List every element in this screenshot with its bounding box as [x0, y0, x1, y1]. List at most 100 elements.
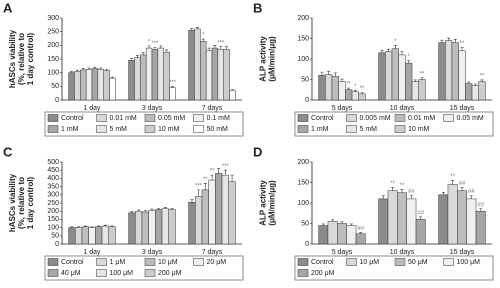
legend-swatch: [96, 258, 107, 266]
bar: [405, 62, 413, 101]
significance-label: ***: [217, 40, 225, 46]
error-bar: [400, 51, 404, 55]
error-bar: [201, 38, 205, 42]
error-bar: [195, 26, 199, 29]
y-tick-label: 250: [47, 200, 59, 207]
bar: [140, 54, 147, 101]
y-axis-label: (μM/min/μg): [268, 180, 277, 226]
bar: [163, 51, 170, 101]
legend-label: Control: [61, 259, 84, 266]
bar: [141, 211, 149, 245]
error-bar: [340, 221, 344, 224]
significance-label: **: [480, 73, 485, 79]
y-axis-label: (%, relative to: [17, 177, 26, 229]
legend-swatch: [144, 258, 156, 266]
x-tick-label: 10 days: [390, 105, 415, 112]
legend-swatch: [96, 269, 107, 277]
bar: [397, 192, 407, 245]
error-bar: [153, 46, 157, 50]
error-bar: [70, 71, 74, 73]
error-bar: [213, 45, 217, 49]
legend-label: 0.01 mM: [110, 115, 137, 122]
bar: [217, 49, 224, 101]
significance-label: ##: [468, 189, 475, 195]
legend-swatch: [297, 258, 309, 266]
legend-swatch: [193, 258, 204, 266]
significance-label: ##: [408, 189, 415, 195]
error-bar: [81, 68, 85, 70]
error-bar: [137, 209, 141, 212]
error-bar: [130, 211, 134, 213]
bar: [345, 89, 353, 101]
legend-label: 50 μM: [408, 259, 428, 266]
significance-label: **: [203, 177, 208, 183]
panel-label: B: [253, 0, 262, 15]
error-bar: [391, 187, 395, 191]
bar: [205, 50, 213, 101]
y-tick-label: 200: [47, 42, 59, 49]
error-bar: [190, 28, 194, 31]
error-bar: [321, 223, 325, 226]
bar: [68, 227, 76, 245]
error-bar: [460, 187, 464, 191]
legend-swatch: [297, 114, 309, 122]
error-bar: [441, 192, 445, 195]
bar: [68, 72, 75, 101]
y-tick-label: 250: [47, 29, 59, 36]
bar: [447, 184, 458, 245]
bar: [391, 48, 399, 101]
bar: [337, 223, 347, 245]
x-tick-label: 15 days: [450, 105, 475, 112]
error-bar: [75, 69, 79, 72]
bar: [471, 85, 479, 101]
y-tick-label: 150: [297, 35, 309, 42]
error-bar: [479, 208, 483, 212]
bar: [75, 227, 83, 245]
y-axis-label: (μM/min/μg): [268, 36, 277, 82]
bar: [91, 68, 99, 101]
y-tick-label: 50: [301, 76, 309, 83]
error-bar: [103, 224, 107, 226]
legend-swatch: [47, 114, 59, 122]
bar: [229, 90, 236, 101]
legend-label: 200 μM: [311, 270, 335, 277]
error-bar: [381, 195, 385, 199]
y-tick-label: 150: [47, 56, 59, 63]
legend-label: 50 mM: [207, 126, 229, 133]
significance-label: *: [408, 54, 411, 60]
bar: [438, 42, 446, 101]
legend-label: Control: [61, 115, 84, 122]
error-bar: [359, 232, 363, 234]
y-tick-label: 400: [47, 175, 59, 182]
legend-label: 100 μM: [110, 270, 134, 277]
x-tick-label: 5 days: [332, 105, 353, 112]
y-tick-label: 100: [297, 56, 309, 63]
x-tick-label: 1 day: [83, 105, 101, 112]
error-bar: [99, 67, 103, 70]
y-tick-label: 0: [305, 241, 309, 248]
legend-swatch: [193, 114, 204, 122]
error-bar: [223, 169, 227, 176]
error-bar: [447, 37, 451, 41]
bar: [128, 60, 135, 101]
y-tick-label: 0: [55, 97, 59, 104]
significance-label: **: [360, 86, 365, 92]
y-tick-label: 200: [297, 15, 309, 22]
error-bar: [110, 225, 114, 227]
significance-label: ##: [357, 226, 364, 232]
x-tick-label: 7 days: [202, 105, 223, 112]
significance-label: **: [420, 71, 425, 77]
legend-swatch: [47, 258, 59, 266]
error-bar: [440, 39, 444, 43]
error-bar: [393, 45, 397, 49]
bar: [221, 174, 229, 245]
error-bar: [333, 72, 337, 77]
bar: [80, 69, 87, 101]
error-bar: [219, 46, 223, 50]
bar: [378, 52, 386, 101]
error-bar: [90, 226, 94, 228]
error-bar: [349, 223, 353, 226]
y-axis-label: ALP activity: [259, 180, 268, 226]
significance-label: **: [450, 174, 455, 180]
error-bar: [387, 48, 391, 52]
